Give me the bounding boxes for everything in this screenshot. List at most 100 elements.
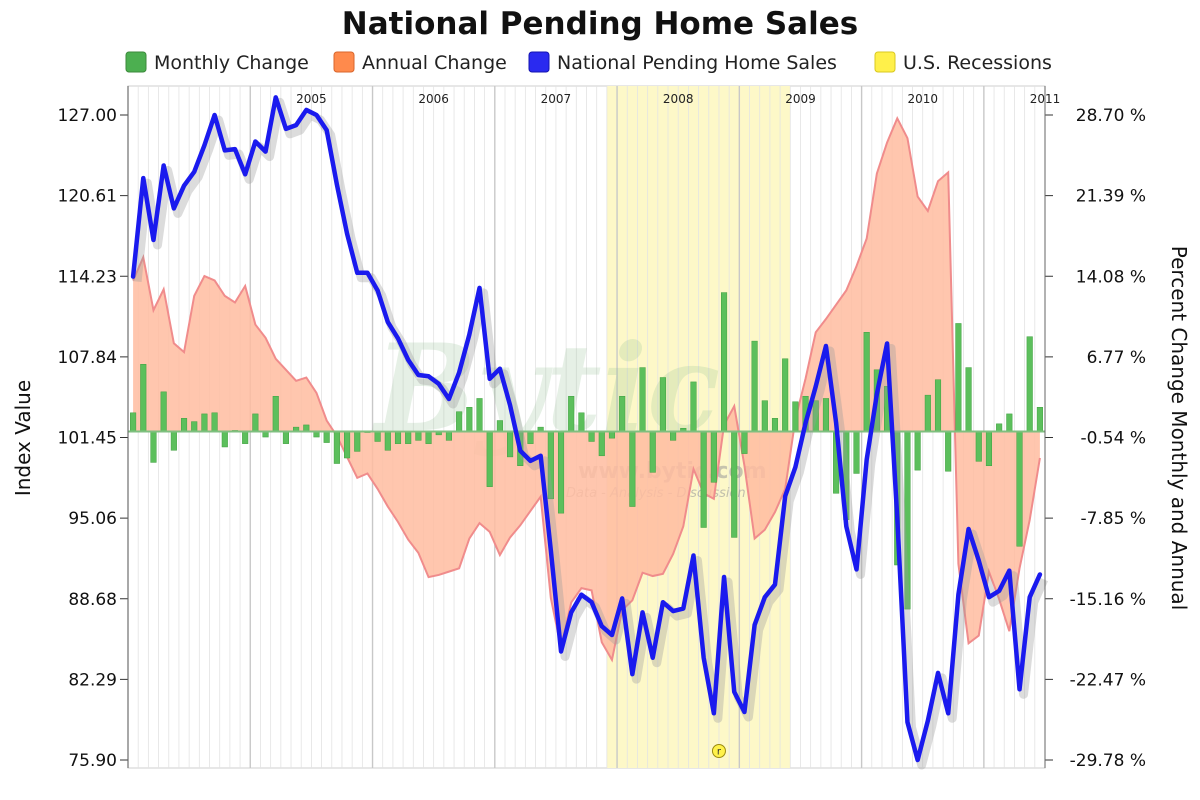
right-tick-label: -15.16 %	[1070, 590, 1146, 610]
monthly-change-bar	[272, 396, 279, 432]
monthly-change-bar	[1006, 413, 1013, 432]
right-tick-label: -22.47 %	[1070, 670, 1146, 690]
recession-marker	[711, 744, 726, 758]
monthly-change-bar	[578, 412, 585, 432]
monthly-change-bar	[588, 431, 595, 442]
monthly-change-bar	[792, 401, 799, 432]
monthly-change-bar	[557, 431, 565, 514]
monthly-change-bar	[160, 391, 167, 432]
monthly-change-bar	[374, 431, 381, 442]
monthly-change-bar	[466, 407, 473, 432]
year-label: 2009	[785, 92, 816, 106]
monthly-change-bar	[934, 379, 942, 432]
monthly-change-bar	[211, 412, 218, 432]
monthly-change-bar	[150, 431, 157, 463]
monthly-change-bar	[863, 332, 870, 432]
monthly-change-bar	[507, 431, 514, 458]
legend-label-annual-change: Annual Change	[362, 52, 507, 74]
monthly-change-bar	[344, 431, 351, 459]
monthly-change-bar	[191, 421, 198, 432]
monthly-change-bar	[568, 396, 575, 432]
monthly-change-bar	[445, 431, 452, 441]
annual-change-edge	[132, 115, 1041, 663]
monthly-change-bar	[639, 367, 646, 432]
monthly-change-bar	[985, 431, 993, 466]
left-axis-title: Index Value	[11, 380, 35, 496]
monthly-change-bar	[415, 431, 422, 441]
monthly-change-bar	[170, 431, 177, 451]
monthly-change-bar	[619, 396, 626, 432]
right-axis-title: Percent Change Monthly and Annual	[1167, 246, 1191, 610]
monthly-change-bar	[130, 412, 137, 432]
monthly-change-bar	[710, 431, 717, 483]
monthly-change-bar	[425, 431, 432, 444]
right-tick-label: 14.08 %	[1076, 267, 1146, 287]
legend-label-monthly-change: Monthly Change	[154, 52, 309, 74]
right-tick-label: -0.54 %	[1080, 429, 1146, 449]
monthly-change-bar	[384, 431, 391, 451]
monthly-change-bar	[221, 431, 228, 448]
legend: Monthly Change Annual Change National Pe…	[125, 51, 1052, 74]
legend-swatch-us-recessions	[874, 51, 896, 73]
year-label: 2006	[418, 92, 449, 106]
monthly-change-bar	[955, 323, 962, 432]
monthly-change-bar	[975, 431, 982, 462]
monthly-change-bar	[527, 431, 534, 444]
left-tick-label: 95.06	[68, 509, 117, 529]
monthly-change-bar	[323, 431, 330, 443]
recession-marker-label: r	[717, 747, 722, 758]
left-tick-label: 82.29	[68, 670, 117, 690]
monthly-change-bar	[700, 431, 707, 528]
monthly-change-bar	[945, 431, 952, 472]
monthly-change-bar	[282, 431, 289, 444]
legend-swatch-monthly-change	[125, 51, 147, 73]
national-pending-home-sales-line	[130, 95, 1043, 763]
monthly-change-bar	[741, 431, 748, 454]
monthly-change-bar	[853, 431, 860, 474]
left-tick-label: 127.00	[58, 106, 117, 126]
left-tick-label: 114.23	[58, 267, 117, 287]
year-label: 2010	[907, 92, 938, 106]
monthly-change-bar	[242, 431, 249, 444]
right-tick-label: -7.85 %	[1080, 509, 1146, 529]
monthly-change-bar	[751, 340, 758, 432]
monthly-change-bar	[924, 394, 931, 432]
right-tick-label: -29.78 %	[1070, 751, 1146, 771]
monthly-change-bar	[670, 431, 677, 441]
monthly-change-bar	[965, 367, 972, 432]
monthly-change-bar	[822, 398, 829, 432]
monthly-change-bar	[690, 381, 697, 432]
monthly-change-bar	[180, 418, 188, 432]
legend-swatch-national-pending-home-sales	[528, 51, 550, 73]
annual-change-area	[133, 118, 1040, 660]
legend-label-us-recessions: U.S. Recessions	[903, 52, 1052, 74]
left-tick-label: 75.90	[68, 751, 117, 771]
monthly-change-bar	[629, 431, 636, 507]
monthly-change-bar	[252, 413, 259, 432]
monthly-change-bar	[782, 358, 789, 432]
chart-title: National Pending Home Sales	[342, 6, 858, 42]
monthly-change-bar	[598, 431, 605, 457]
monthly-change-bar	[476, 398, 483, 432]
legend-swatch-annual-change	[333, 51, 355, 73]
monthly-change-bar	[456, 411, 463, 432]
legend-label-national-pending-home-sales: National Pending Home Sales	[557, 52, 837, 74]
year-label: 2005	[296, 92, 327, 106]
year-label: 2008	[663, 92, 694, 106]
right-tick-label: 21.39 %	[1076, 187, 1146, 207]
monthly-change-bar	[731, 431, 738, 538]
monthly-change-bar	[140, 364, 147, 432]
monthly-change-bar	[201, 413, 208, 432]
right-tick-label: 6.77 %	[1087, 348, 1146, 368]
monthly-change-bar	[996, 423, 1003, 432]
plot-area: 2005200620072008200920102011Byticwww.byt…	[58, 85, 1146, 771]
monthly-change-bar	[496, 420, 503, 432]
monthly-change-bar	[405, 431, 412, 444]
monthly-change-bar	[721, 292, 728, 432]
monthly-change-bar	[761, 400, 768, 432]
monthly-change-bar	[771, 418, 779, 432]
left-tick-label: 101.45	[58, 429, 117, 449]
monthly-change-bar	[486, 431, 493, 487]
monthly-change-bar	[333, 431, 340, 464]
